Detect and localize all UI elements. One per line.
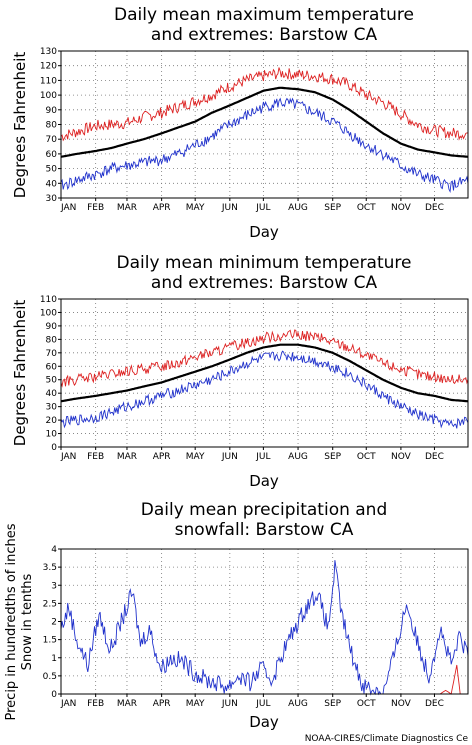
- x-tick-label: APR: [153, 452, 171, 462]
- chart1-xlabel: Day: [249, 223, 279, 241]
- x-tick-label: JAN: [60, 699, 76, 709]
- y-tick-label: 0.5: [43, 672, 57, 682]
- y-tick-label: 50: [46, 165, 58, 175]
- y-tick-label: 0: [51, 443, 57, 453]
- x-tick-label: DEC: [425, 452, 444, 462]
- x-tick-label: FEB: [87, 699, 104, 709]
- y-tick-label: 120: [40, 62, 57, 72]
- y-tick-label: 10: [46, 430, 58, 440]
- x-tick-label: JUL: [255, 699, 270, 709]
- y-tick-label: 2.5: [43, 599, 57, 609]
- y-tick-label: 1.5: [43, 636, 57, 646]
- x-tick-label: OCT: [357, 203, 376, 213]
- series-line: [60, 329, 469, 388]
- chart3-title-line2: snowfall: Barstow CA: [175, 520, 354, 540]
- chart1-title-line2: and extremes: Barstow CA: [151, 25, 378, 45]
- x-tick-label: OCT: [357, 452, 376, 462]
- x-tick-label: JAN: [60, 203, 76, 213]
- x-tick-label: MAY: [186, 699, 205, 709]
- y-tick-label: 4: [51, 545, 57, 555]
- y-tick-label: 100: [40, 91, 57, 101]
- x-tick-label: DEC: [425, 203, 444, 213]
- y-tick-label: 130: [40, 47, 57, 57]
- x-tick-label: AUG: [288, 203, 308, 213]
- x-tick-label: OCT: [357, 699, 376, 709]
- x-tick-label: AUG: [288, 699, 308, 709]
- plot-frame: [60, 548, 469, 695]
- series-line: [60, 350, 469, 429]
- x-tick-label: MAY: [186, 203, 205, 213]
- x-tick-label: JUL: [255, 203, 270, 213]
- x-tick-label: FEB: [87, 203, 104, 213]
- y-tick-label: 100: [40, 308, 57, 318]
- x-tick-label: DEC: [425, 699, 444, 709]
- chart3-xlabel: Day: [249, 713, 279, 731]
- chart1-title-line1: Daily mean maximum temperature: [114, 5, 414, 25]
- chart2-plot: 0 10 20 30 40 50 60 70 80 90 100 110 JAN FEB MAR APR MAY…: [40, 295, 469, 462]
- y-tick-label: 60: [46, 362, 58, 372]
- x-tick-label: MAR: [117, 699, 137, 709]
- chart2-ylabel: Degrees Fahrenheit: [11, 300, 29, 447]
- y-tick-label: 70: [46, 135, 58, 145]
- x-tick-label: JUN: [221, 203, 238, 213]
- credit-text: NOAA-CIRES/Climate Diagnostics Ce: [305, 734, 469, 744]
- chart2-title-line2: and extremes: Barstow CA: [151, 273, 378, 293]
- y-tick-label: 40: [46, 389, 58, 399]
- x-tick-label: SEP: [324, 452, 341, 462]
- y-tick-label: 40: [46, 179, 58, 189]
- x-tick-label: JAN: [60, 452, 76, 462]
- x-tick-label: JUN: [221, 699, 238, 709]
- y-tick-label: 110: [40, 295, 57, 305]
- series-line: [60, 86, 469, 158]
- x-tick-label: JUN: [221, 452, 238, 462]
- y-tick-label: 70: [46, 349, 58, 359]
- x-tick-label: SEP: [324, 203, 341, 213]
- y-tick-label: 30: [46, 194, 58, 204]
- x-tick-label: NOV: [391, 452, 412, 462]
- chart2-xlabel: Day: [249, 472, 279, 490]
- chart1-plot: 30 40 50 60 70 80 90 100 110 120 130 JAN FEB MAR APR MA…: [40, 47, 469, 213]
- chart3-ylabel-line2: Snow in tenths: [20, 573, 35, 670]
- y-tick-label: 80: [46, 335, 58, 345]
- x-tick-label: APR: [153, 699, 171, 709]
- y-tick-label: 90: [46, 106, 58, 116]
- series-line: [60, 560, 469, 696]
- chart3-plot: 0 0.5 1 1.5 2 2.5 3 3.5 4 JAN FEB MAR APR MAY JUN JUL AU…: [43, 545, 469, 709]
- y-tick-label: 110: [40, 76, 57, 86]
- x-tick-label: JUL: [255, 452, 270, 462]
- y-tick-label: 3: [51, 581, 57, 591]
- chart3-title-line1: Daily mean precipitation and: [141, 500, 388, 520]
- chart2-title-line1: Daily mean minimum temperature: [117, 253, 412, 273]
- y-tick-label: 0: [51, 690, 57, 700]
- y-tick-label: 30: [46, 403, 58, 413]
- x-tick-label: MAY: [186, 452, 205, 462]
- x-tick-label: FEB: [87, 452, 104, 462]
- plot-frame: [60, 298, 469, 448]
- y-tick-label: 90: [46, 322, 58, 332]
- x-tick-label: AUG: [288, 452, 308, 462]
- series-line: [60, 97, 469, 194]
- y-tick-label: 60: [46, 150, 58, 160]
- series-line: [60, 343, 469, 403]
- y-tick-label: 50: [46, 376, 58, 386]
- x-tick-label: NOV: [391, 203, 412, 213]
- y-tick-label: 80: [46, 121, 58, 131]
- series-line: [61, 664, 468, 695]
- y-tick-label: 2: [51, 618, 57, 628]
- chart3-ylabel-line1: Precip in hundredths of inches: [4, 523, 19, 720]
- x-tick-label: NOV: [391, 699, 412, 709]
- chart1-ylabel: Degrees Fahrenheit: [11, 52, 29, 199]
- x-tick-label: MAR: [117, 452, 137, 462]
- x-tick-label: APR: [153, 203, 171, 213]
- y-tick-label: 20: [46, 416, 58, 426]
- y-tick-label: 3.5: [43, 563, 57, 573]
- x-tick-label: MAR: [117, 203, 137, 213]
- x-tick-label: SEP: [324, 699, 341, 709]
- y-tick-label: 1: [51, 654, 57, 664]
- series-line: [60, 67, 469, 142]
